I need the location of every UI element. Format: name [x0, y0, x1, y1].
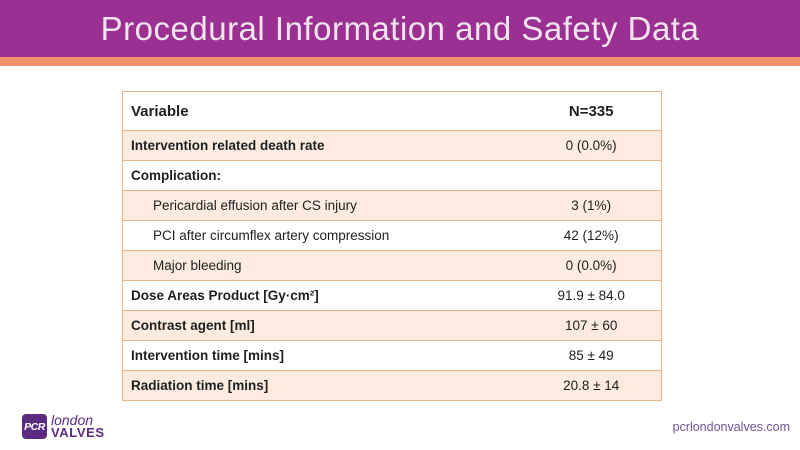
value-cell: 91.9 ± 84.0 — [521, 280, 662, 311]
logo-london-text: london — [51, 412, 94, 428]
pcr-logo-icon: PCR — [22, 414, 47, 439]
table-row: Radiation time [mins] 20.8 ± 14 — [122, 370, 662, 401]
value-cell: 107 ± 60 — [521, 310, 662, 341]
table-row: Intervention related death rate 0 (0.0%) — [122, 130, 662, 161]
variable-cell: Dose Areas Product [Gy·cm²] — [122, 280, 522, 311]
value-cell: 3 (1%) — [521, 190, 662, 221]
value-cell: 0 (0.0%) — [521, 130, 662, 161]
value-cell: 0 (0.0%) — [521, 250, 662, 281]
table-row: PCI after circumflex artery compression 4… — [122, 220, 662, 251]
value-cell: 85 ± 49 — [521, 340, 662, 371]
variable-cell: Pericardial effusion after CS injury — [122, 190, 522, 221]
table-row: Major bleeding 0 (0.0%) — [122, 250, 662, 281]
table-row: Intervention time [mins] 85 ± 49 — [122, 340, 662, 371]
table-row: Dose Areas Product [Gy·cm²] 91.9 ± 84.0 — [122, 280, 662, 311]
variable-cell: Major bleeding — [122, 250, 522, 281]
variable-cell: Intervention related death rate — [122, 130, 522, 161]
table-row: Pericardial effusion after CS injury 3 (1… — [122, 190, 662, 221]
slide-title: Procedural Information and Safety Data — [100, 9, 700, 47]
table-row: Complication: — [122, 160, 662, 191]
value-cell: 42 (12%) — [521, 220, 662, 251]
accent-strip — [0, 57, 800, 66]
variable-cell: PCI after circumflex artery compression — [122, 220, 522, 251]
table-row: Contrast agent [ml] 107 ± 60 — [122, 310, 662, 341]
pcr-logo-text: PCR — [24, 420, 45, 433]
variable-cell: Complication: — [122, 160, 522, 191]
variable-cell: Intervention time [mins] — [122, 340, 522, 371]
logo-valves-text: VALVES — [51, 424, 105, 440]
column-header-variable: Variable — [122, 91, 522, 131]
website-url: pcrlondonvalves.com — [672, 420, 790, 434]
table-body: Intervention related death rate 0 (0.0%) C… — [122, 130, 662, 401]
logo-wordmark: london VALVES — [51, 412, 105, 440]
variable-cell: Radiation time [mins] — [122, 370, 522, 401]
title-bar: Procedural Information and Safety Data — [0, 0, 800, 57]
pcr-london-valves-logo: PCR london VALVES — [22, 412, 105, 440]
variable-cell: Contrast agent [ml] — [122, 310, 522, 341]
table-header-row: Variable N=335 — [122, 91, 662, 131]
column-header-n: N=335 — [521, 91, 662, 131]
value-cell — [521, 160, 662, 191]
value-cell: 20.8 ± 14 — [521, 370, 662, 401]
procedural-data-table: Variable N=335 Intervention related deat… — [122, 91, 662, 401]
